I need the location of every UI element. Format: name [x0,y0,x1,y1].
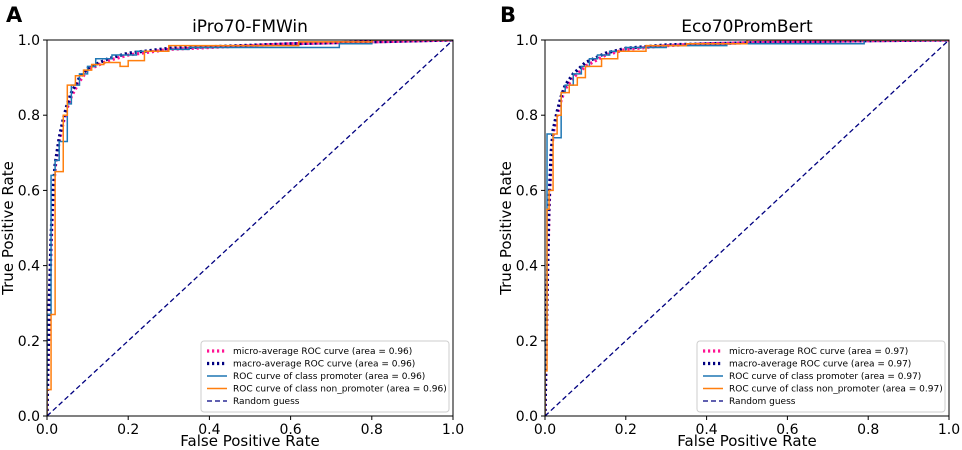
legend-box [696,340,946,413]
random-guess-line [47,40,453,416]
x-tick-label: 0.0 [36,422,58,438]
y-tick-label: 0.6 [18,183,40,199]
roc-series-line-3 [47,40,453,416]
legend-entry: Random guess [233,397,300,407]
x-tick-label: 1.0 [442,422,464,438]
y-axis-label: True Positive Rate [497,161,515,296]
random-guess-line [545,40,949,416]
chart-panel-b: B Eco70PromBert 0.0 0.2 0.4 0.6 0.8 1.0 0.0 0.2 0.… [497,3,960,450]
roc-series-line-2 [47,40,453,416]
legend-entry: ROC curve of class non_promoter (area = … [233,385,447,395]
chart-title: iPro70-FMWin [192,17,308,37]
x-tick-label: 0.8 [361,422,383,438]
legend-entry: ROC curve of class promoter (area = 0.96… [233,372,425,382]
x-tick-label: 0.4 [198,422,220,438]
y-tick-label: 1.0 [516,33,538,49]
x-tick-label: 0.8 [857,422,879,438]
x-tick-label: 0.4 [695,422,717,438]
y-tick-label: 0.2 [516,334,538,350]
legend-entry: macro-average ROC curve (area = 0.97) [729,360,911,370]
legend-box [200,340,450,413]
x-axis-label: False Positive Rate [180,432,319,450]
legend-entry: ROC curve of class non_promoter (area = … [729,385,943,395]
y-tick-label: 0.4 [18,259,40,275]
legend-entry: Random guess [729,397,796,407]
y-tick-label: 1.0 [18,33,40,49]
x-tick-label: 0.6 [776,422,798,438]
x-tick-label: 0.0 [534,422,556,438]
y-tick-label: 0.6 [516,183,538,199]
x-tick-label: 0.2 [615,422,637,438]
legend-entry: ROC curve of class promoter (area = 0.97… [729,372,921,382]
series-group [545,40,949,416]
y-axis-label: True Positive Rate [0,161,17,296]
y-tick-label: 0.2 [18,334,40,350]
y-tick-label: 0.8 [516,108,538,124]
series-group [47,40,453,416]
panel-letter: A [6,3,23,27]
plot-frame [544,39,950,417]
legend: micro-average ROC curve (area = 0.97) mac… [696,340,946,413]
legend: micro-average ROC curve (area = 0.96) mac… [200,340,450,413]
x-axis-label: False Positive Rate [677,432,816,450]
chart-title: Eco70PromBert [681,17,813,37]
roc-series-line-3 [545,40,949,416]
y-tick-label: 0.4 [516,259,538,275]
plot-frame [46,39,454,417]
y-tick-label: 0.0 [516,409,538,425]
y-tick-label: 0.0 [18,409,40,425]
legend-entry: micro-average ROC curve (area = 0.96) [233,347,412,357]
legend-entry: micro-average ROC curve (area = 0.97) [729,347,908,357]
legend-entry: macro-average ROC curve (area = 0.96) [233,360,415,370]
x-tick-label: 0.6 [279,422,301,438]
panel-letter: B [500,3,516,27]
y-tick-label: 0.8 [18,108,40,124]
x-tick-label: 0.2 [117,422,139,438]
x-tick-label: 1.0 [938,422,960,438]
